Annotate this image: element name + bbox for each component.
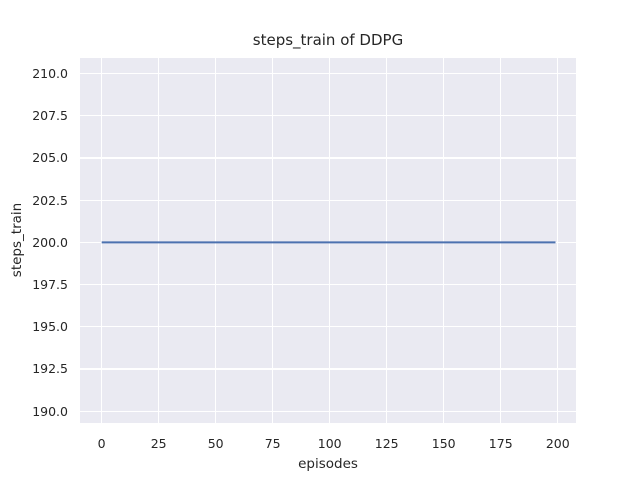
x-tick-label: 175 — [488, 436, 513, 451]
x-tick-label: 200 — [545, 436, 570, 451]
y-tick-label: 202.5 — [32, 192, 68, 208]
y-tick-label: 205.0 — [32, 150, 68, 166]
x-axis-label: episodes — [298, 456, 358, 472]
line-series-layer — [101, 241, 556, 244]
gridline-vertical — [215, 58, 217, 423]
y-tick-label: 195.0 — [32, 319, 68, 335]
x-tick-label: 125 — [374, 436, 399, 451]
gridline-vertical — [386, 58, 388, 423]
plot-area — [80, 58, 576, 423]
x-tick-label: 50 — [207, 436, 224, 451]
x-tick-label: 25 — [150, 436, 167, 451]
gridline-horizontal — [80, 199, 576, 201]
gridline-vertical — [557, 58, 559, 423]
gridline-horizontal — [80, 115, 576, 117]
gridline-horizontal — [80, 72, 576, 75]
gridline-vertical — [500, 58, 502, 423]
y-tick-label: 210.0 — [32, 66, 68, 82]
gridline-vertical — [443, 58, 445, 423]
gridline-vertical — [272, 58, 274, 423]
x-tick-label: 150 — [431, 436, 456, 451]
gridline-horizontal — [80, 157, 576, 159]
gridline-horizontal — [80, 326, 576, 328]
gridline-vertical — [101, 58, 103, 423]
gridline-horizontal — [80, 410, 576, 412]
y-tick-label: 207.5 — [32, 108, 68, 124]
x-tick-label: 100 — [317, 436, 342, 451]
gridline-horizontal — [80, 283, 576, 286]
gridline-vertical — [329, 58, 331, 423]
y-tick-label: 190.0 — [32, 403, 68, 419]
y-tick-label: 197.5 — [32, 277, 68, 293]
x-tick-label: 75 — [264, 436, 281, 451]
x-tick-label: 0 — [97, 436, 106, 451]
chart-title: steps_train of DDPG — [252, 31, 404, 49]
gridline-vertical — [158, 58, 160, 423]
y-tick-label: 192.5 — [32, 361, 68, 377]
gridline-horizontal — [80, 368, 576, 370]
y-axis-label: steps_train — [9, 202, 25, 278]
y-tick-label: 200.0 — [32, 234, 68, 250]
